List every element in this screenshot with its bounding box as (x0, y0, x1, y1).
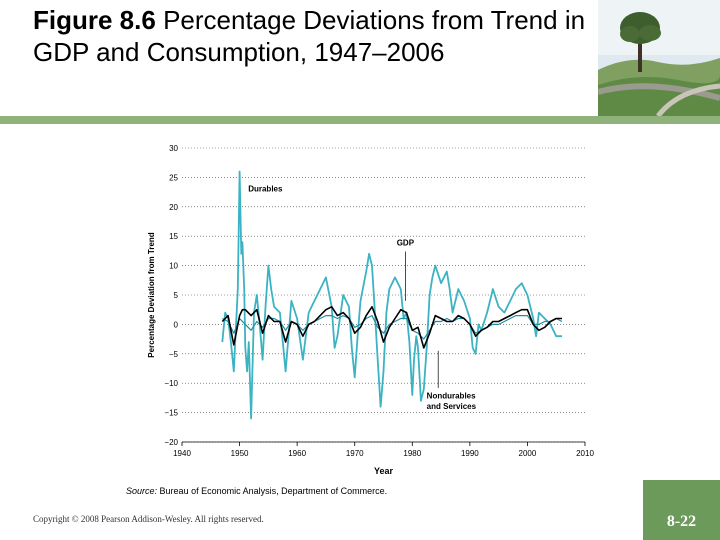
x-tick-label: 1950 (231, 449, 249, 458)
y-tick-label: 25 (169, 173, 178, 182)
x-axis-title: Year (374, 466, 394, 476)
title-divider (0, 116, 720, 124)
series-layer (221, 170, 563, 420)
figure-title: Percentage Deviations from Trend in GDP … (33, 5, 586, 67)
y-tick-label: 5 (174, 291, 179, 300)
slide-number-badge: 8-22 (643, 480, 720, 540)
y-tick-label: 15 (169, 232, 178, 241)
y-tick-label: −5 (169, 350, 179, 359)
axis-layer: 30 25 20 15 10 5 0 −5 −10 −15 −20 1940 1950 1960 1970 1… (147, 144, 594, 476)
chart: 30 25 20 15 10 5 0 −5 −10 −15 −20 1940 1950 1960 1970 1… (120, 130, 600, 500)
y-tick-label: −15 (164, 409, 178, 418)
series-line-nondurables-and-services (222, 315, 563, 340)
y-tick-label: 20 (169, 203, 178, 212)
label-layer: Durables GDP Nondurables and Services (248, 185, 476, 412)
y-tick-label: −10 (164, 379, 178, 388)
figure-label: Figure 8.6 (33, 5, 156, 35)
y-tick-label: −20 (164, 438, 178, 447)
source-text: Bureau of Economic Analysis, Department … (159, 486, 388, 496)
copyright-notice: Copyright © 2008 Pearson Addison-Wesley.… (33, 514, 264, 524)
x-tick-label: 1970 (346, 449, 364, 458)
x-tick-label: 2000 (519, 449, 537, 458)
x-tick-label: 2010 (576, 449, 594, 458)
x-tick-label: 1940 (173, 449, 191, 458)
x-tick-label: 1980 (403, 449, 421, 458)
grid-layer (182, 147, 585, 443)
gdp-label: GDP (397, 239, 415, 248)
nondurables-label-line1: Nondurables (427, 391, 476, 400)
y-tick-label: 0 (174, 320, 179, 329)
chart-source: Source: Bureau of Economic Analysis, Dep… (126, 486, 387, 496)
slide-title: Figure 8.6 Percentage Deviations from Tr… (33, 4, 593, 68)
source-label: Source: (126, 486, 158, 496)
series-line-gdp (221, 306, 562, 349)
durables-label: Durables (248, 185, 283, 194)
x-tick-label: 1990 (461, 449, 479, 458)
x-tick-label: 1960 (288, 449, 306, 458)
chart-svg: 30 25 20 15 10 5 0 −5 −10 −15 −20 1940 1950 1960 1970 1… (147, 144, 594, 476)
nondurables-label-line2: and Services (427, 402, 477, 411)
slide-number: 8-22 (666, 513, 697, 530)
y-axis-title: Percentage Deviation from Trend (147, 232, 156, 357)
y-tick-label: 10 (169, 262, 178, 271)
y-tick-label: 30 (169, 144, 178, 153)
tree-landscape-photo (598, 0, 720, 116)
